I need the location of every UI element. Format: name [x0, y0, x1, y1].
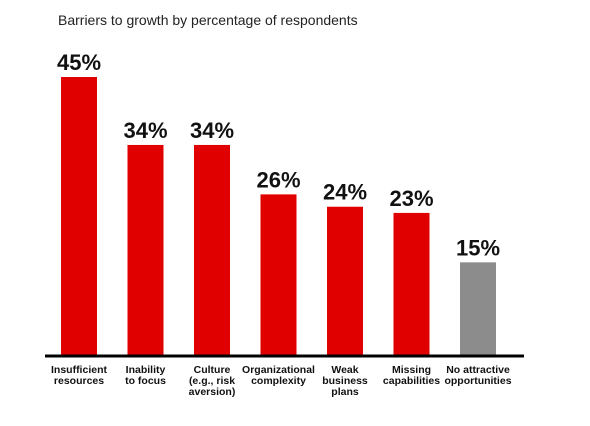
category-label-line: to focus [125, 375, 166, 387]
category-label-line: Inability [126, 364, 166, 376]
category-label-line: Organizational [242, 364, 315, 376]
bar-1 [127, 144, 164, 355]
value-label-6: 15% [456, 235, 500, 260]
category-label-4: Weak business plans [322, 364, 368, 398]
value-label-3: 26% [256, 167, 300, 192]
category-label-line: Culture [194, 364, 231, 376]
bars-group [61, 77, 496, 355]
category-label-line: Insufficient [51, 364, 108, 376]
category-label-6: No attractive opportunities [444, 364, 511, 387]
category-label-line: (e.g., risk [189, 375, 235, 387]
category-label-line: opportunities [444, 375, 511, 387]
bar-2 [194, 144, 230, 355]
value-label-5: 23% [389, 186, 433, 211]
value-labels-group: 45% 34% 34% 26% 24% 23% 15% [57, 50, 500, 260]
bar-6 [460, 262, 496, 355]
value-label-0: 45% [57, 50, 101, 75]
value-label-2: 34% [190, 118, 234, 143]
category-label-5: Missing capabilities [383, 364, 440, 387]
bar-5 [393, 212, 430, 355]
category-label-line: complexity [251, 375, 306, 387]
category-label-line: resources [54, 375, 104, 387]
category-labels-group: Insufficient resources Inability to focus Cu… [51, 364, 512, 398]
bar-3 [260, 194, 297, 355]
category-label-line: plans [331, 386, 359, 398]
category-label-line: Weak [331, 364, 358, 376]
bar-4 [327, 206, 363, 355]
category-label-line: business [322, 375, 368, 387]
category-label-3: Organizational complexity [242, 364, 315, 387]
category-label-line: Missing [392, 364, 431, 376]
category-label-0: Insufficient resources [51, 364, 108, 387]
value-label-1: 34% [123, 118, 167, 143]
category-label-line: aversion) [189, 386, 236, 398]
category-label-1: Inability to focus [125, 364, 166, 387]
bar-0 [61, 77, 97, 355]
category-label-line: No attractive [446, 364, 510, 376]
value-label-4: 24% [323, 180, 367, 205]
category-label-2: Culture (e.g., risk aversion) [189, 364, 236, 398]
chart-title: Barriers to growth by percentage of resp… [58, 12, 358, 28]
category-label-line: capabilities [383, 375, 440, 387]
